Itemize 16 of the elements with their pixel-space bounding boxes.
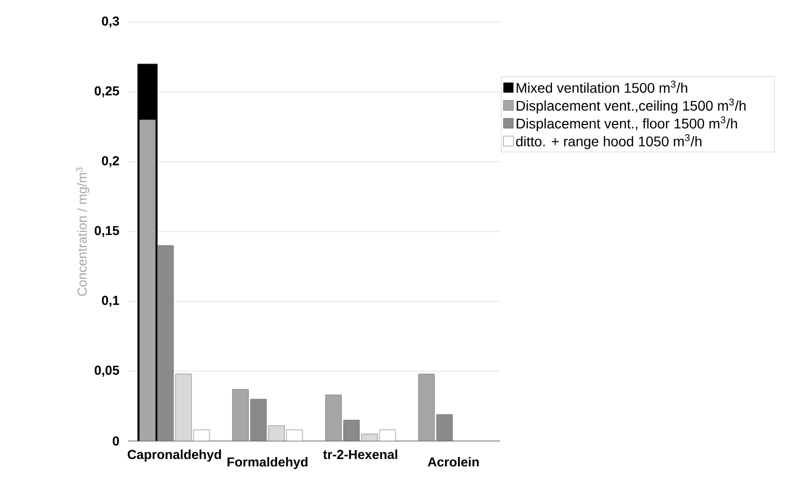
y-tick-label: 0,25 xyxy=(94,86,120,98)
x-tick-label: tr-2-Hexenal xyxy=(323,450,398,460)
y-tick-label: 0,2 xyxy=(102,156,119,168)
legend-label: Displacement vent., floor 1500 m$^{3}$/h xyxy=(516,116,737,132)
x-tick-label: Capronaldehyd xyxy=(128,450,221,462)
y-tick-label: 0,1 xyxy=(102,296,120,307)
y-tick-label: 0 xyxy=(112,436,119,446)
y-tick-label: 0,05 xyxy=(94,366,120,377)
y-tick-label: 0,3 xyxy=(102,16,119,28)
x-tick-label: Formaldehyd xyxy=(228,457,308,470)
y-tick-label: 0,15 xyxy=(94,226,120,238)
x-tick-label: Acrolein xyxy=(428,457,479,467)
y-axis-title: Concentration / mg/m$^{3}$ xyxy=(76,167,90,296)
legend-label: ditto. + range hood 1050 m$^{3}$/h xyxy=(516,134,702,150)
legend-label: Mixed ventilation 1500 m$^{3}$/h xyxy=(516,80,688,93)
legend-label: Displacement vent.,ceiling 1500 m$^{3}$/h xyxy=(516,98,746,114)
